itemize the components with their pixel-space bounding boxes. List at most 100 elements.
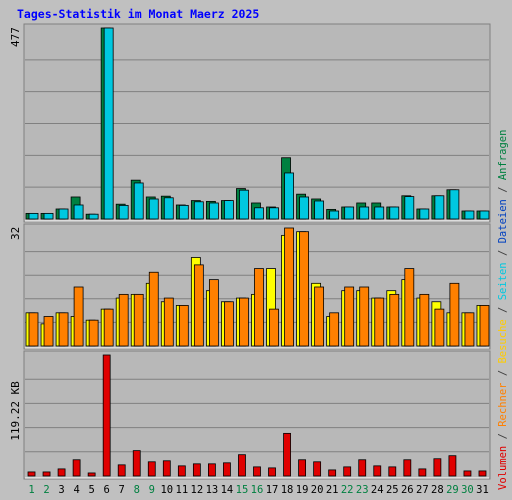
bar-dateien-day-15 [239,189,249,220]
bar-volumen-day-21 [328,469,337,477]
day-label-26: 26 [401,484,414,496]
bar-besuche-day-2 [43,316,54,347]
day-label-10: 10 [160,484,173,496]
bar-volumen-day-15 [238,454,246,477]
bar-besuche-day-11 [178,305,189,347]
bar-besuche-day-4 [73,286,84,347]
bar-volumen-day-3 [57,468,66,477]
bar-volumen-day-25 [388,466,397,477]
bar-besuche-day-23 [359,286,370,347]
day-label-12: 12 [191,484,204,496]
day-label-6: 6 [104,484,110,496]
legend-separator: / [497,180,509,199]
bar-dateien-day-31 [479,210,490,220]
bar-besuche-day-19 [299,231,309,347]
bar-dateien-day-12 [193,201,204,220]
bar-dateien-day-30 [464,210,475,220]
bar-volumen-day-23 [358,459,367,477]
bar-dateien-day-27 [419,208,430,220]
bar-volumen-day-19 [298,459,306,477]
day-label-22: 22 [341,484,354,496]
bar-dateien-day-23 [359,206,370,220]
bar-dateien-day-21 [329,210,340,220]
bar-volumen-day-14 [223,462,231,477]
bar-dateien-day-22 [344,206,355,220]
bar-dateien-day-18 [284,172,294,220]
bar-dateien-day-8 [133,182,144,220]
day-label-31: 31 [476,484,489,496]
bar-besuche-day-31 [479,305,490,347]
right-legend: Volumen / Rechner / Besuche / Seiten / D… [497,130,509,490]
day-label-29: 29 [446,484,459,496]
legend-item-seiten: Seiten [497,262,509,300]
day-label-11: 11 [176,484,189,496]
bar-besuche-day-6 [103,308,114,347]
bar-volumen-day-11 [177,465,186,477]
bar-besuche-day-22 [344,286,355,347]
legend-item-besuche: Besuche [497,319,509,363]
bar-volumen-day-6 [102,354,111,477]
day-label-17: 17 [266,484,279,496]
panel-bottom: 119.22 KB [9,350,491,480]
day-label-20: 20 [311,484,324,496]
bar-volumen-day-12 [192,463,201,477]
bar-dateien-day-17 [269,207,279,220]
bar-besuche-day-28 [434,308,445,347]
bar-dateien-day-28 [434,195,445,220]
bar-volumen-day-17 [268,467,276,477]
bar-dateien-day-11 [178,204,189,220]
day-label-23: 23 [356,484,369,496]
day-label-14: 14 [221,484,234,496]
day-label-1: 1 [28,484,34,496]
bar-besuche-day-3 [58,312,69,347]
bar-besuche-day-30 [464,312,475,347]
bar-dateien-day-2 [43,212,54,220]
y-max-label-middle: 32 [9,227,22,240]
bar-volumen-day-18 [283,432,291,477]
bar-besuche-day-18 [284,227,294,347]
bar-volumen-day-26 [403,459,412,477]
bar-dateien-day-13 [208,202,219,220]
bar-volumen-day-9 [147,461,156,477]
bar-dateien-day-14 [224,200,234,220]
legend-item-volumen: Volumen [497,446,509,490]
bar-volumen-day-10 [162,460,171,477]
legend-separator: / [497,364,509,383]
bar-besuche-day-24 [374,297,385,347]
y-max-label-top: 477 [9,27,22,47]
bar-besuche-day-15 [239,297,249,347]
bar-besuche-day-1 [28,312,39,347]
bar-besuche-day-10 [163,297,174,347]
legend-separator: / [497,243,509,262]
bar-volumen-day-22 [343,466,352,477]
bar-volumen-day-13 [208,463,216,477]
bar-besuche-day-8 [133,293,144,347]
day-label-30: 30 [461,484,474,496]
bar-dateien-day-7 [118,204,129,220]
bar-volumen-day-2 [42,471,51,477]
bar-besuche-day-5 [88,319,99,347]
bar-volumen-day-28 [433,458,442,477]
day-label-21: 21 [326,484,339,496]
bar-dateien-day-26 [404,196,415,220]
day-label-24: 24 [371,484,384,496]
bar-besuche-day-27 [419,293,430,347]
bar-volumen-day-31 [478,470,487,477]
bar-dateien-day-9 [148,198,159,220]
panel-top: 477 [9,23,491,223]
bar-volumen-day-30 [463,470,472,477]
bar-besuche-day-21 [329,312,340,347]
chart-panels: 477 32 119.22 KB [9,23,491,480]
bar-volumen-day-16 [253,466,261,477]
day-label-4: 4 [73,484,79,496]
legend-item-anfragen: Anfragen [497,130,509,181]
bar-dateien-day-6 [103,27,114,220]
chart-title: Tages-Statistik im Monat Maerz 2025 [17,7,259,21]
bar-volumen-day-1 [27,471,36,477]
day-label-27: 27 [416,484,429,496]
day-label-25: 25 [386,484,399,496]
bar-dateien-day-5 [88,213,99,220]
bar-dateien-day-1 [28,212,39,220]
bar-volumen-day-8 [132,450,141,477]
